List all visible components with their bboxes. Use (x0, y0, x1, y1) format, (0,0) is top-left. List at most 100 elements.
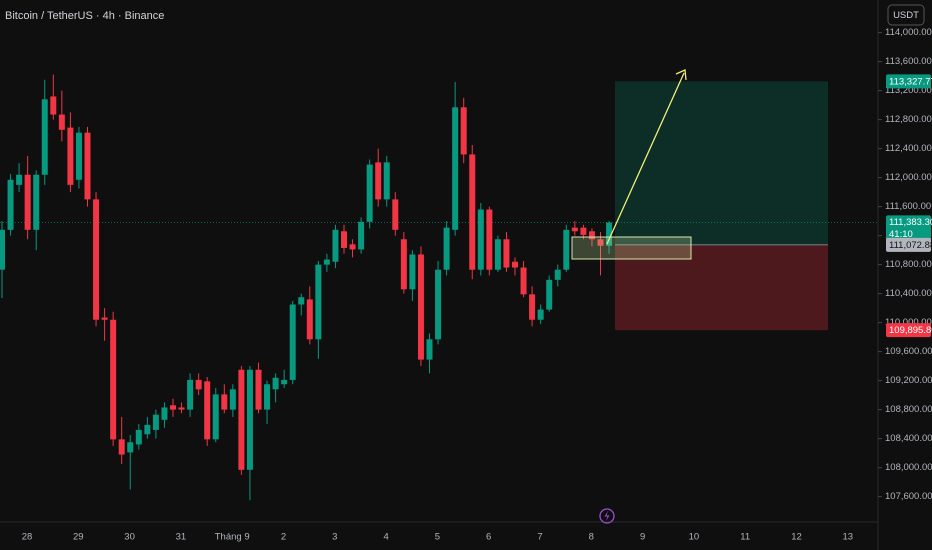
candle-body (315, 264, 322, 340)
candle-body (101, 317, 108, 320)
candle-body (426, 339, 433, 360)
candle-body (272, 377, 279, 390)
price-tag-label: 111,072.88 (889, 240, 932, 251)
arrow-line (606, 72, 685, 245)
y-tick-label: 111,600.00 (885, 201, 931, 212)
zone-box (571, 236, 692, 260)
plot-area (0, 74, 878, 501)
price-tag (886, 74, 931, 89)
price-tag-label: 109,895.80 (889, 325, 932, 336)
candle-body (435, 269, 442, 340)
countdown-label: 41:10 (889, 229, 913, 240)
y-tick-label: 110,000.00 (885, 317, 932, 328)
candle-body (460, 107, 467, 155)
candle-body (67, 127, 74, 185)
candle-body (392, 199, 399, 230)
candle-body (477, 209, 484, 270)
candle-body (93, 199, 100, 320)
candle-body (529, 294, 536, 320)
candle-body (161, 407, 168, 420)
arrow-head (675, 69, 687, 81)
y-tick-label: 109,600.00 (885, 346, 932, 357)
candle-body (571, 227, 578, 232)
y-tick-label: 114,000.00 (885, 27, 932, 38)
candle-body (580, 227, 587, 235)
x-tick-label: 6 (486, 532, 491, 543)
candle-body (563, 229, 570, 270)
candle-body (417, 254, 424, 360)
event-icon[interactable] (599, 508, 615, 524)
candle-body (118, 439, 125, 455)
candle-body (537, 309, 544, 320)
last-price-label: 111,383.30 (889, 217, 932, 228)
candle-body (170, 405, 176, 410)
y-tick-label: 108,400.00 (885, 433, 932, 444)
y-tick-label: 110,800.00 (885, 259, 932, 270)
candle-body (0, 229, 5, 270)
x-tick-label: Tháng 9 (215, 532, 250, 543)
currency-label[interactable]: USDT (893, 10, 919, 21)
y-tick-label: 110,400.00 (885, 288, 932, 299)
candle-body (554, 269, 561, 280)
candle-body (366, 164, 373, 222)
candle-body (229, 389, 236, 410)
x-tick-label: 31 (176, 532, 187, 543)
event-bolt (604, 511, 610, 521)
y-tick-label: 112,000.00 (885, 172, 932, 183)
candle-body (512, 261, 518, 268)
x-tick-label: 3 (332, 532, 337, 543)
candle-body (400, 239, 407, 290)
currency-button[interactable] (887, 4, 925, 26)
candle-body (486, 209, 493, 270)
x-tick-label: 12 (791, 532, 802, 543)
candle-body (289, 304, 296, 380)
y-tick-label: 108,800.00 (885, 404, 932, 415)
candle-body (33, 174, 40, 230)
x-tick-label: 28 (22, 532, 33, 543)
x-tick-label: 13 (843, 532, 854, 543)
x-tick-label: 5 (435, 532, 440, 543)
candle-body (135, 429, 142, 445)
candle-body (264, 384, 271, 410)
candle-body (204, 381, 211, 440)
candle-body (452, 107, 459, 230)
y-tick-label: 113,600.00 (885, 56, 932, 67)
candle-body (597, 239, 604, 246)
candle-body (84, 132, 91, 200)
candle-body (152, 414, 159, 430)
x-tick-label: 11 (740, 532, 750, 543)
candle-body (341, 231, 347, 248)
candle-body (503, 239, 510, 268)
x-tick-label: 10 (689, 532, 700, 543)
y-tick-label: 112,800.00 (885, 114, 932, 125)
candle-body (332, 229, 339, 262)
candle-body (221, 394, 228, 410)
candle-body (409, 254, 416, 290)
candle-body (443, 227, 450, 270)
candle-body (24, 174, 31, 230)
candle-body (606, 222, 613, 246)
candle-body (246, 369, 253, 470)
last-price-tag (886, 215, 931, 242)
candle-body (358, 221, 365, 250)
candle-body (349, 244, 356, 250)
candle-body (298, 297, 305, 305)
candle-body (375, 162, 382, 200)
profit-zone (615, 81, 828, 245)
y-tick-label: 107,600.00 (885, 491, 932, 502)
candle-body (494, 239, 501, 270)
candle-body (75, 132, 82, 180)
candle-body (110, 319, 117, 440)
candle-body (469, 154, 476, 270)
candle-body (50, 96, 57, 115)
chart-title: Bitcoin / TetherUS · 4h · Binance (5, 10, 164, 22)
y-tick-label: 108,000.00 (885, 462, 932, 473)
y-tick-label: 109,200.00 (885, 375, 932, 386)
candle-body (187, 379, 194, 410)
candle-body (306, 299, 313, 340)
candle-body (588, 231, 595, 240)
candle-body (41, 99, 48, 175)
x-tick-label: 8 (589, 532, 594, 543)
